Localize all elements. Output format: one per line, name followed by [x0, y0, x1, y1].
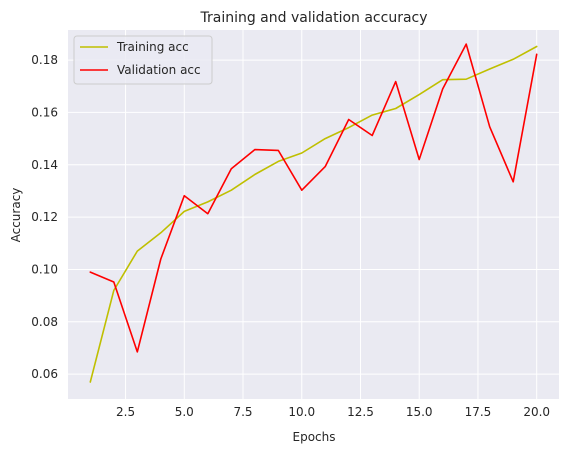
x-tick-label: 10.0: [288, 405, 315, 419]
grid: [68, 30, 559, 399]
y-tick-label: 0.06: [31, 367, 58, 381]
legend: Training acc Validation acc: [73, 35, 213, 85]
y-tick-label: 0.18: [31, 53, 58, 67]
x-tick-label: 12.5: [347, 405, 374, 419]
y-tick-labels: 0.06 0.08 0.10 0.12 0.14 0.16 0.18: [31, 53, 58, 381]
training-acc-line: [89, 45, 538, 383]
x-tick-label: 20.0: [523, 405, 550, 419]
x-tick-label: 5.0: [175, 405, 194, 419]
legend-label-validation: Validation acc: [117, 63, 201, 77]
x-tick-labels: 2.5 5.0 7.5 10.0 12.5 15.0 17.5 20.0: [116, 405, 550, 419]
series-layer: [89, 43, 538, 383]
legend-box: [73, 35, 213, 85]
x-tick-label: 15.0: [406, 405, 433, 419]
plot-area: [68, 30, 559, 399]
x-tick-label: 17.5: [465, 405, 492, 419]
validation-acc-line: [89, 43, 538, 353]
y-axis-title: Accuracy: [9, 188, 23, 243]
x-tick-label: 7.5: [233, 405, 252, 419]
x-tick-label: 2.5: [116, 405, 135, 419]
y-tick-label: 0.10: [31, 262, 58, 276]
y-tick-label: 0.14: [31, 158, 58, 172]
y-tick-label: 0.16: [31, 105, 58, 119]
y-tick-label: 0.08: [31, 315, 58, 329]
chart-title: Training and validation accuracy: [199, 10, 427, 26]
y-tick-label: 0.12: [31, 210, 58, 224]
legend-label-training: Training acc: [116, 40, 189, 54]
x-axis-title: Epochs: [293, 430, 336, 444]
